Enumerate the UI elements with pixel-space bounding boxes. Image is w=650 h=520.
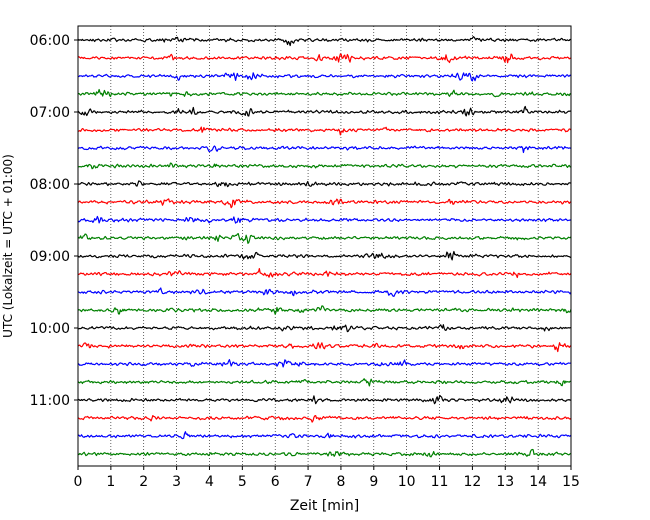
y-tick-label: 08:00 [30, 177, 70, 193]
trace-0630 [77, 72, 572, 82]
trace-0600 [77, 36, 572, 47]
x-tick-label: 15 [562, 474, 580, 490]
x-tick-label: 9 [369, 474, 378, 490]
x-tick-label: 8 [336, 474, 345, 490]
trace-0730 [77, 145, 572, 154]
x-tick-label: 7 [304, 474, 313, 490]
x-axis-label: Zeit [min] [290, 498, 359, 514]
x-tick-label: 13 [496, 474, 514, 490]
trace-0830 [77, 215, 572, 224]
trace-0845 [77, 232, 572, 244]
trace-0700 [77, 105, 572, 117]
trace-1115 [77, 414, 572, 423]
trace-0645 [77, 88, 572, 98]
trace-1015 [77, 342, 572, 353]
x-tick-label: 10 [398, 474, 416, 490]
trace-0815 [77, 198, 572, 209]
x-tick-label: 5 [238, 474, 247, 490]
y-tick-label: 06:00 [30, 33, 70, 49]
x-tick-label: 6 [271, 474, 280, 490]
trace-1000 [77, 324, 572, 333]
x-tick-label: 3 [172, 474, 181, 490]
y-tick-label: 07:00 [30, 105, 70, 121]
x-tick-label: 4 [205, 474, 214, 490]
x-tick-label: 11 [431, 474, 449, 490]
plot-frame [77, 25, 572, 467]
trace-0800 [77, 180, 572, 188]
x-tick-label: 0 [74, 474, 83, 490]
trace-0715 [77, 126, 572, 136]
y-axis-label: UTC (Lokalzeit = UTC + 01:00) [1, 154, 15, 338]
trace-0745 [77, 162, 571, 170]
trace-1045 [77, 378, 572, 387]
y-tick-label: 11:00 [30, 393, 70, 409]
trace-1100 [77, 394, 572, 405]
trace-0615 [77, 53, 572, 64]
x-tick-label: 1 [106, 474, 115, 490]
seismic-traces [77, 36, 572, 458]
y-axis-ticks: 06:00 07:00 08:00 09:00 10:00 11:00 [30, 33, 78, 409]
grid-lines [110, 26, 539, 466]
x-tick-label: 14 [529, 474, 547, 490]
trace-1145 [77, 448, 572, 458]
trace-0915 [77, 267, 572, 279]
trace-0945 [77, 305, 572, 315]
trace-1130 [77, 431, 572, 440]
x-axis-ticks: 0 1 2 3 4 5 6 7 8 9 10 11 12 13 14 15 [74, 466, 580, 490]
trace-0930 [77, 287, 572, 297]
x-tick-label: 12 [463, 474, 481, 490]
x-tick-label: 2 [139, 474, 148, 490]
y-tick-label: 09:00 [30, 249, 70, 265]
y-tick-label: 10:00 [30, 321, 70, 337]
trace-0900 [77, 250, 572, 261]
trace-1030 [77, 359, 572, 368]
